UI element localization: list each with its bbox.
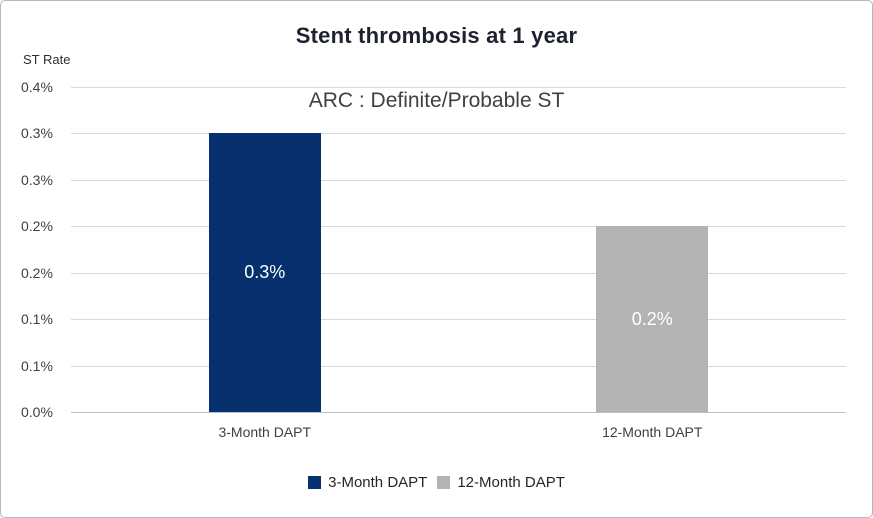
y-axis-title: ST Rate — [23, 52, 71, 67]
legend: 3-Month DAPT 12-Month DAPT — [1, 474, 872, 491]
y-tick-label: 0.0% — [21, 404, 53, 420]
x-axis-line — [71, 412, 846, 413]
bar-value-label: 0.3% — [244, 262, 286, 283]
gridline — [71, 87, 846, 88]
bar-3-month-dapt: 0.3% — [208, 133, 321, 412]
plot-area: 0.3% 0.2% — [71, 87, 846, 413]
y-tick-label: 0.4% — [21, 79, 53, 95]
bar-12-month-dapt: 0.2% — [596, 226, 709, 412]
y-tick-label: 0.1% — [21, 357, 53, 374]
gridline — [71, 365, 846, 367]
y-tick-label: 0.3% — [21, 125, 53, 142]
legend-item: 3-Month DAPT — [308, 474, 427, 491]
category-label: 3-Month DAPT — [218, 424, 312, 440]
chart-title: Stent thrombosis at 1 year — [295, 23, 578, 48]
bar-value-label: 0.2% — [631, 308, 673, 329]
chart-subtitle: ARC : Definite/Probable ST — [308, 89, 565, 112]
category-label: 12-Month DAPT — [602, 424, 703, 440]
y-tick-label: 0.2% — [21, 264, 53, 281]
gridline — [71, 319, 846, 321]
legend-item: 12-Month DAPT — [437, 474, 565, 491]
legend-label: 12-Month DAPT — [457, 474, 565, 491]
y-tick-label: 0.2% — [21, 218, 53, 235]
gridline — [71, 179, 846, 181]
gridline — [71, 272, 846, 274]
legend-swatch — [308, 476, 322, 489]
legend-label: 3-Month DAPT — [328, 474, 428, 491]
gridline — [71, 133, 846, 135]
y-tick-label: 0.1% — [21, 311, 53, 328]
y-tick-label: 0.3% — [21, 171, 53, 188]
legend-swatch — [437, 476, 451, 489]
gridline — [71, 226, 846, 228]
